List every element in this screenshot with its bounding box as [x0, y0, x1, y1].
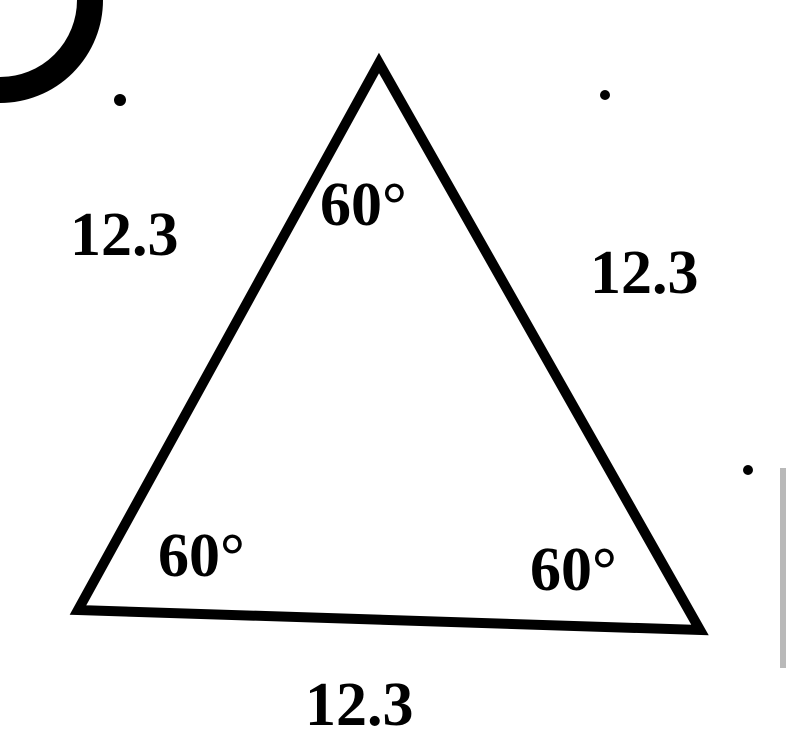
triangle-diagram: 12.3 12.3 12.3 60° 60° 60°	[0, 0, 800, 754]
angle-label-left: 60°	[158, 522, 245, 590]
scan-edge-bar	[780, 468, 786, 668]
side-label-bottom: 12.3	[305, 671, 414, 739]
side-label-right: 12.3	[590, 239, 699, 307]
page-corner-arc	[0, 0, 90, 90]
noise-dot	[114, 94, 126, 106]
angle-label-right: 60°	[530, 536, 617, 604]
noise-dot	[743, 465, 753, 475]
side-label-left: 12.3	[70, 201, 179, 269]
angle-label-top: 60°	[320, 171, 407, 239]
noise-dot	[600, 90, 610, 100]
